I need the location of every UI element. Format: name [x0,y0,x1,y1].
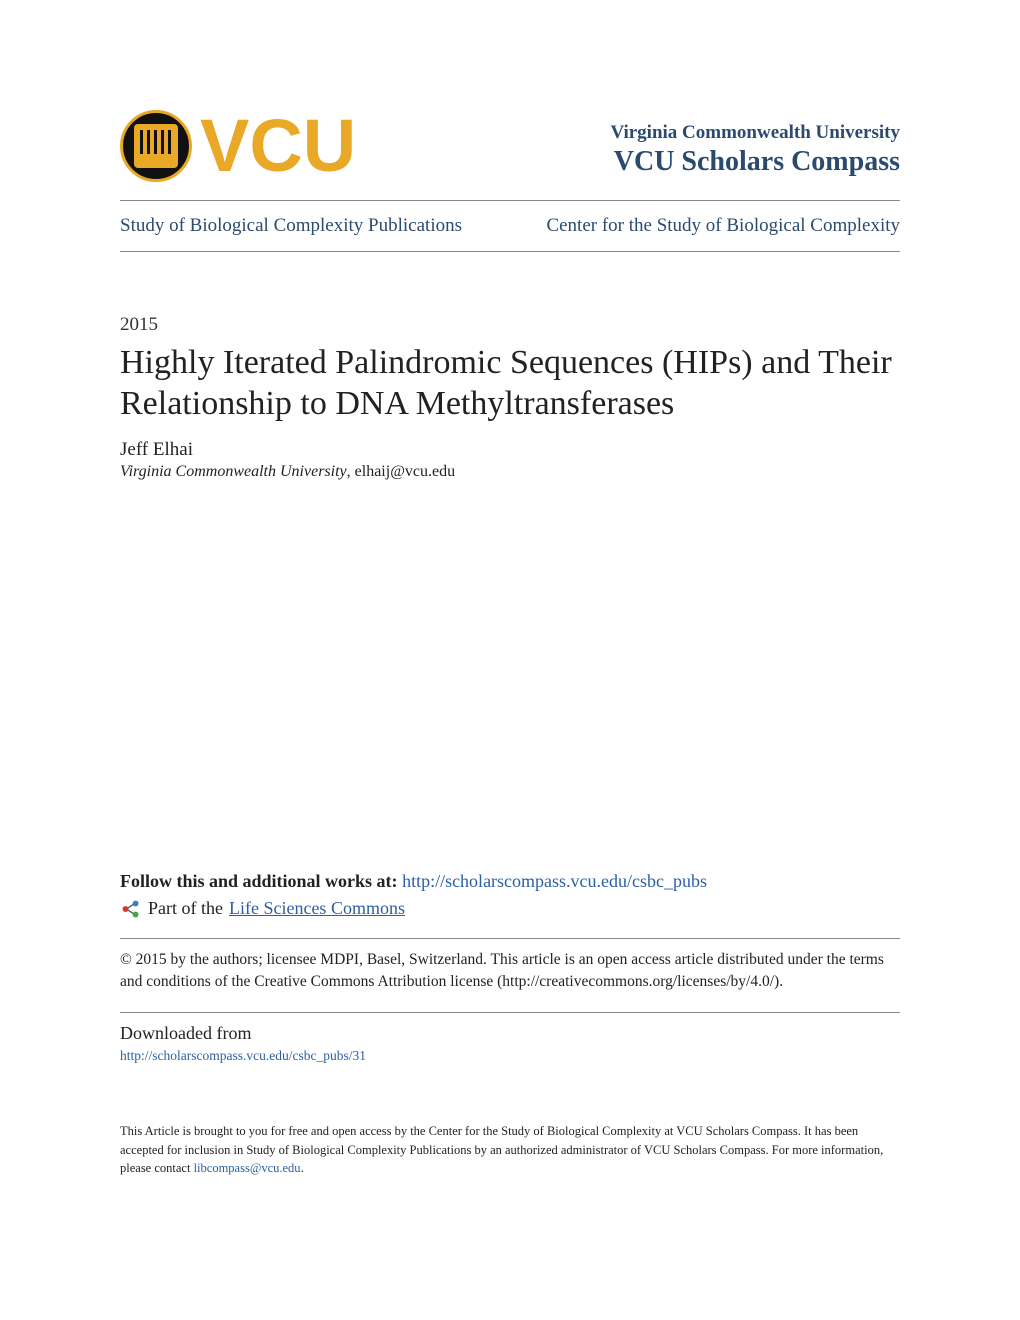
article-title: Highly Iterated Palindromic Sequences (H… [120,342,900,425]
publication-year: 2015 [120,314,900,336]
follow-url-link[interactable]: http://scholarscompass.vcu.edu/csbc_pubs [402,871,707,891]
footer-text-after: . [301,1161,304,1175]
breadcrumb: Study of Biological Complexity Publicati… [120,201,900,251]
author-affiliation: Virginia Commonwealth University, elhaij… [120,463,900,481]
author-email: elhaij@vcu.edu [355,463,455,480]
university-name: Virginia Commonwealth University [610,122,900,144]
repository-name: VCU Scholars Compass [610,146,900,178]
collection-link-right[interactable]: Center for the Study of Biological Compl… [546,215,900,237]
repository-heading: Virginia Commonwealth University VCU Sch… [610,122,900,182]
author-name: Jeff Elhai [120,439,900,461]
downloaded-label: Downloaded from [120,1023,900,1044]
collection-link-left[interactable]: Study of Biological Complexity Publicati… [120,215,462,237]
footer-disclaimer: This Article is brought to you for free … [120,1122,900,1178]
header: VCU Virginia Commonwealth University VCU… [120,110,900,182]
vcu-wordmark: VCU [200,113,356,180]
license-statement: © 2015 by the authors; licensee MDPI, Ba… [120,938,900,994]
university-seal-icon [120,110,192,182]
follow-section: Follow this and additional works at: htt… [120,871,900,920]
downloaded-from-section: Downloaded from http://scholarscompass.v… [120,1012,900,1064]
divider [120,251,900,252]
subject-commons-link[interactable]: Life Sciences Commons [229,898,405,919]
institution: Virginia Commonwealth University [120,463,347,480]
follow-label: Follow this and additional works at: [120,871,398,891]
part-of-prefix: Part of the [148,898,223,919]
contact-email-link[interactable]: libcompass@vcu.edu [194,1161,301,1175]
download-source-link[interactable]: http://scholarscompass.vcu.edu/csbc_pubs… [120,1048,900,1064]
vcu-logo: VCU [120,110,356,182]
network-icon [120,898,142,920]
